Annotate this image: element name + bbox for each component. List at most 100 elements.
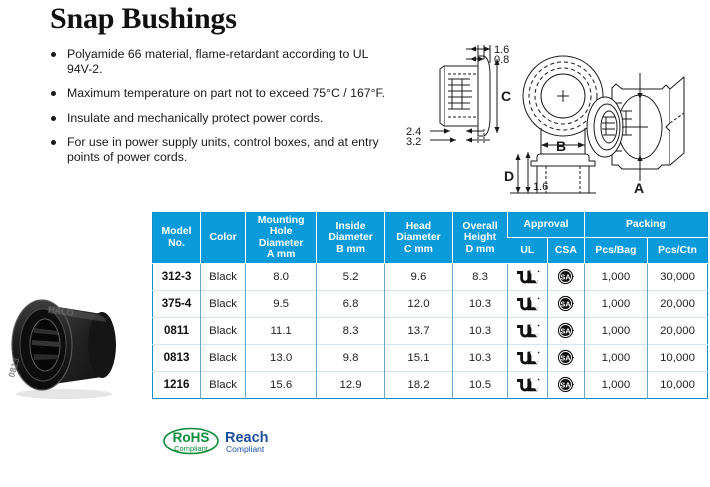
cell-mounting-hole-diameter: 8.0	[245, 262, 317, 291]
cell-inside-diameter: 9.8	[316, 343, 385, 372]
dim-label-top-1: 1.6	[494, 44, 509, 56]
page-title: Snap Bushings	[50, 2, 237, 35]
cell-pcs-bag: 1,000	[583, 370, 648, 399]
cell-inside-diameter: 5.2	[316, 262, 385, 291]
product-photo: HALO 0813	[2, 282, 148, 408]
cell-mounting-hole-diameter: 9.5	[245, 289, 317, 318]
dim-label-a: A	[634, 180, 644, 196]
cell-pcs-bag: 1,000	[583, 262, 648, 291]
svg-text:Compliant: Compliant	[226, 444, 265, 454]
cell-csa-approval: SA	[546, 289, 585, 318]
cell-pcs-ctn: 20,000	[646, 289, 708, 318]
col-header-ul: UL	[507, 237, 548, 264]
cell-pcs-ctn: 30,000	[646, 262, 708, 291]
dim-label-top-2: 0.8	[494, 54, 509, 66]
bullet-icon	[51, 139, 56, 145]
cell-overall-height: 10.3	[451, 289, 508, 318]
svg-text:SA: SA	[561, 354, 572, 363]
dim-label-left-2: 3.2	[406, 136, 421, 148]
cell-ul-approval	[507, 316, 548, 345]
cell-inside-diameter: 12.9	[316, 370, 385, 399]
cell-pcs-ctn: 10,000	[646, 370, 708, 399]
cell-inside-diameter: 8.3	[316, 316, 385, 345]
table-row: 0811 Black 11.1 8.3 13.7 10.3 SA 1,000 20,000	[152, 316, 708, 345]
cell-head-diameter: 18.2	[384, 370, 453, 399]
cell-ul-approval	[507, 370, 548, 399]
col-header-approval: Approval	[507, 212, 585, 239]
svg-text:SA: SA	[561, 273, 572, 282]
col-header-pcs-ctn: Pcs/Ctn	[646, 237, 708, 264]
cell-color: Black	[200, 316, 246, 345]
csa-approval-icon: SA	[558, 323, 575, 339]
cell-ul-approval	[507, 289, 548, 318]
svg-text:HALO: HALO	[48, 304, 75, 318]
cell-overall-height: 10.5	[451, 370, 508, 399]
cell-head-diameter: 13.7	[384, 316, 453, 345]
feature-text: Insulate and mechanically protect power …	[67, 110, 324, 125]
cell-color: Black	[200, 289, 246, 318]
table-row: 312-3 Black 8.0 5.2 9.6 8.3 SA 1,000 30,000	[152, 262, 708, 291]
cell-csa-approval: SA	[546, 370, 585, 399]
dim-label-d: D	[504, 168, 514, 184]
cell-pcs-ctn: 10,000	[646, 343, 708, 372]
table-body: 312-3 Black 8.0 5.2 9.6 8.3 SA 1,000 30,000 375-4…	[152, 262, 708, 399]
cell-model: 312-3	[152, 262, 201, 291]
col-header-csa: CSA	[546, 237, 585, 264]
col-header-head-diameter: Head Diameter C mm	[384, 212, 453, 264]
list-item: Insulate and mechanically protect power …	[50, 111, 390, 126]
dim-label-left-1: 2.4	[406, 126, 421, 138]
dim-label-bottom: 1.6	[533, 181, 548, 193]
cell-mounting-hole-diameter: 13.0	[245, 343, 317, 372]
col-header-packing: Packing	[583, 212, 708, 239]
feature-text: Maximum temperature on part not to excee…	[67, 86, 386, 101]
bullet-icon	[51, 91, 56, 97]
ul-approval-icon	[516, 351, 539, 365]
cell-head-diameter: 12.0	[384, 289, 453, 318]
compliance-logos: RoHS Compliant Reach Compliant	[163, 427, 293, 461]
dim-label-b: B	[556, 138, 566, 154]
cell-overall-height: 8.3	[451, 262, 508, 291]
reach-compliant-logo: Reach Compliant	[225, 430, 269, 454]
cell-csa-approval: SA	[546, 262, 585, 291]
csa-approval-icon: SA	[558, 296, 575, 312]
cell-mounting-hole-diameter: 11.1	[245, 316, 317, 345]
cell-pcs-bag: 1,000	[583, 343, 648, 372]
cell-head-diameter: 15.1	[384, 343, 453, 372]
col-header-overall-height: Overall Height D mm	[451, 212, 508, 264]
cell-head-diameter: 9.6	[384, 262, 453, 291]
col-header-model: Model No.	[152, 212, 201, 264]
cell-model: 1216	[152, 370, 201, 399]
bullet-icon	[51, 52, 56, 57]
table-header-row-2: UL CSA Pcs/Bag Pcs/Ctn	[153, 237, 708, 264]
list-item: For use in power supply units, control b…	[50, 135, 390, 165]
csa-approval-icon: SA	[558, 350, 575, 366]
svg-text:SA: SA	[561, 327, 572, 336]
cell-mounting-hole-diameter: 15.6	[245, 370, 317, 399]
table-row: 1216 Black 15.6 12.9 18.2 10.5 SA 1,000 10,000	[152, 370, 708, 399]
table-header-row-1: Model No. Color Mounting Hole Diameter A…	[152, 212, 708, 264]
table-row: 0813 Black 13.0 9.8 15.1 10.3 SA 1,000 10,000	[152, 343, 708, 372]
svg-text:SA: SA	[561, 381, 572, 390]
cell-pcs-bag: 1,000	[583, 289, 648, 318]
bullet-icon	[51, 115, 56, 121]
list-item: Polyamide 66 material, flame-retardant a…	[50, 47, 390, 77]
cell-pcs-bag: 1,000	[583, 316, 648, 345]
col-header-inside-diameter: Inside Diameter B mm	[316, 212, 385, 264]
technical-drawings: 1.6 0.8 2.4 3.2 C B D 1.6 A	[400, 33, 710, 203]
csa-approval-icon: SA	[558, 377, 575, 393]
cell-overall-height: 10.3	[451, 316, 508, 345]
table-row: 375-4 Black 9.5 6.8 12.0 10.3 SA 1,000 20,000	[152, 289, 708, 318]
svg-text:Reach: Reach	[225, 430, 269, 446]
csa-approval-icon: SA	[558, 269, 575, 285]
ul-approval-icon	[516, 297, 539, 311]
cell-color: Black	[200, 343, 246, 372]
svg-text:RoHS: RoHS	[173, 430, 210, 445]
cell-csa-approval: SA	[546, 343, 585, 372]
col-header-color: Color	[200, 212, 246, 264]
cell-color: Black	[200, 262, 246, 291]
cell-ul-approval	[507, 343, 548, 372]
list-item: Maximum temperature on part not to excee…	[50, 86, 390, 101]
ul-approval-icon	[516, 270, 539, 284]
dim-label-c: C	[501, 88, 511, 104]
cell-color: Black	[200, 370, 246, 399]
